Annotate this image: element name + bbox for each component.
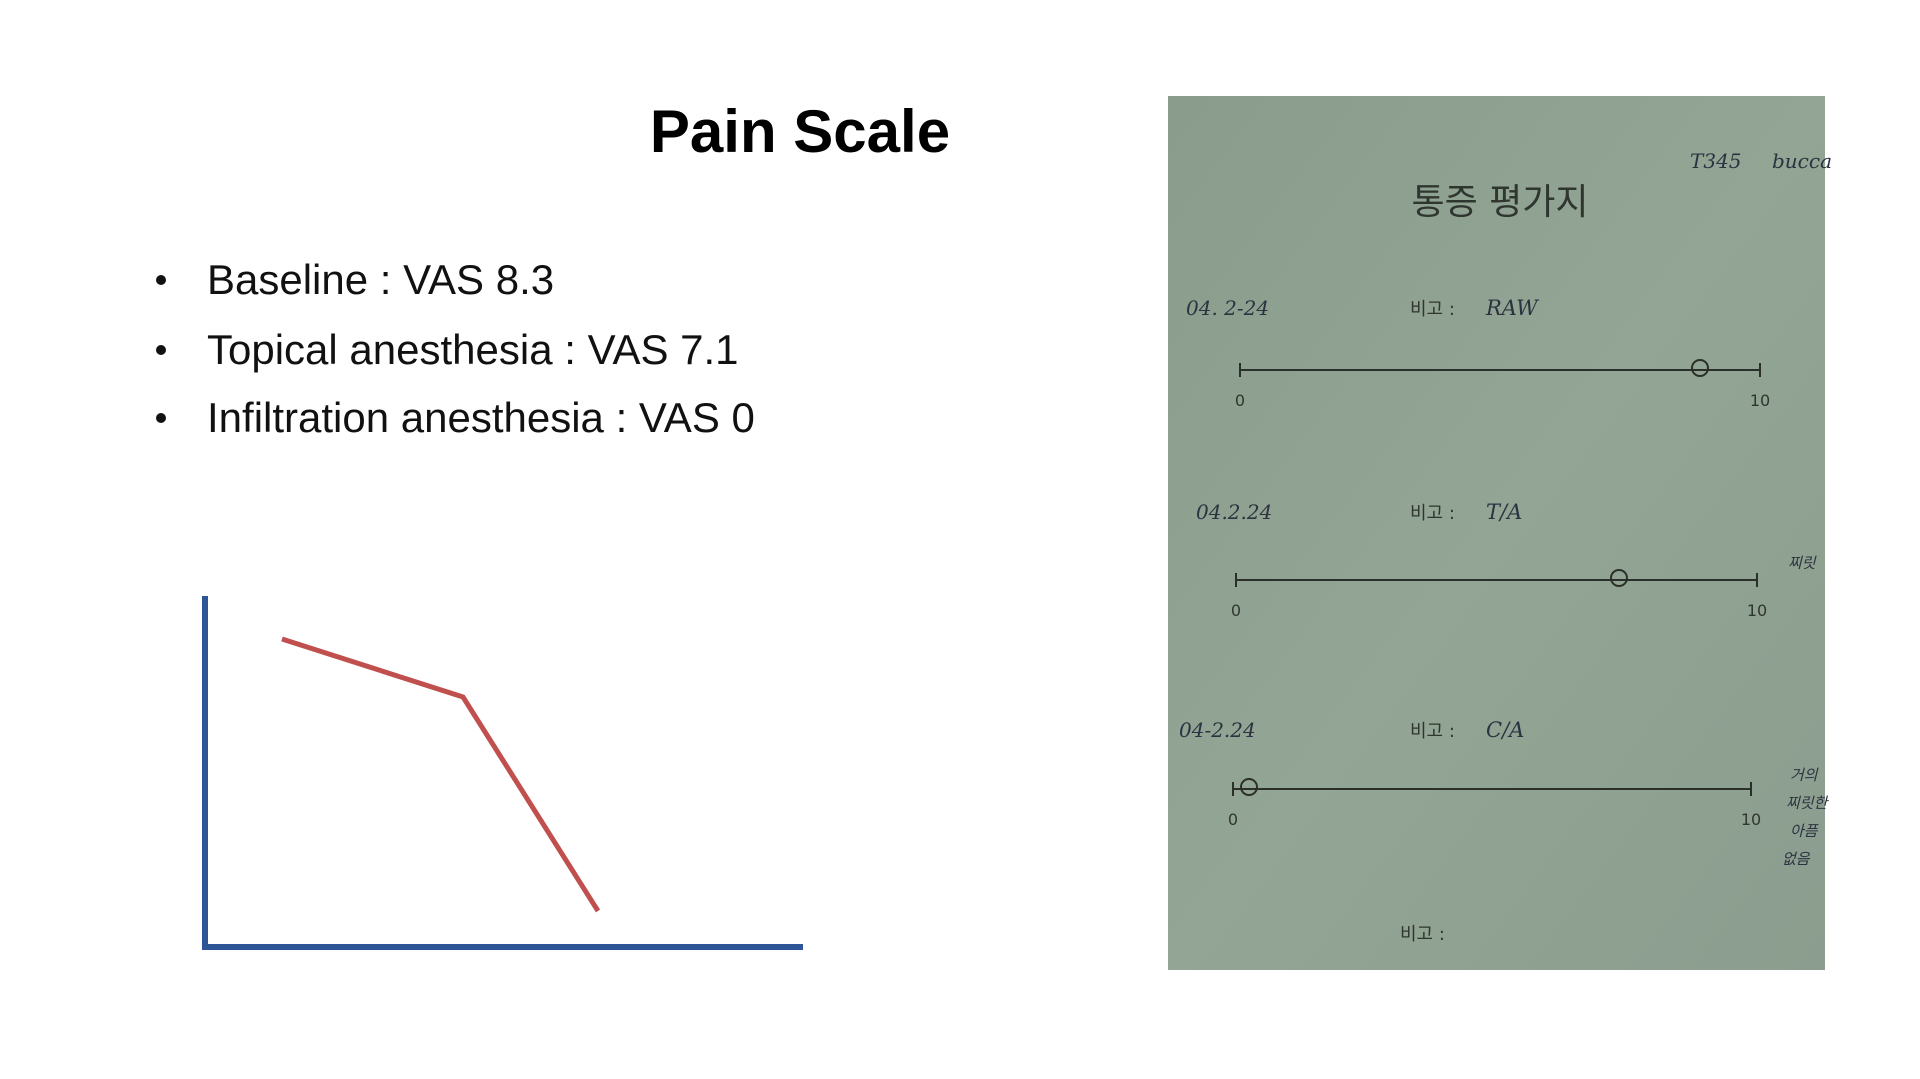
entry-note: RAW [1485, 296, 1540, 320]
trend-line [281, 636, 601, 913]
bullet-dot [156, 275, 166, 285]
scale-min: 0 [1235, 391, 1245, 410]
scale-min: 0 [1228, 810, 1238, 829]
entry-note-label: 비고 : [1410, 503, 1455, 524]
photo-background [1168, 96, 1825, 970]
side-note: 아픔 [1790, 822, 1819, 840]
scale-max: 10 [1750, 391, 1770, 410]
entry-note: T/A [1486, 500, 1522, 524]
bullet-dot [156, 413, 166, 423]
bullet-text: Topical anesthesia : VAS 7.1 [207, 326, 739, 373]
entry-date: 04-2.24 [1179, 718, 1256, 742]
entry-note: C/A [1486, 718, 1524, 742]
entry-date: 04.2.24 [1196, 500, 1272, 524]
side-note: 찌릿한 [1786, 794, 1830, 812]
slide-title: Pain Scale [650, 98, 950, 165]
illustration-chart [202, 596, 803, 950]
scale-min: 0 [1231, 601, 1241, 620]
scale-max: 10 [1747, 601, 1767, 620]
scale-max: 10 [1741, 810, 1761, 829]
form-photo: 통증 평가지 T345 bucca 04. 2-24 비고 : RAW 0 10 04.2… [1168, 96, 1832, 970]
side-note: 없음 [1782, 850, 1811, 868]
entry-note-label: 비고 : [1410, 299, 1455, 320]
pain-mark [1610, 569, 1628, 587]
bullet-text: Infiltration anesthesia : VAS 0 [207, 394, 755, 441]
pain-mark [1240, 778, 1258, 796]
entry-date: 04. 2-24 [1186, 296, 1269, 320]
form-site: bucca [1772, 149, 1832, 173]
bullet-list: Baseline : VAS 8.3 Topical anesthesia : V… [156, 256, 755, 441]
bullet-text: Baseline : VAS 8.3 [207, 256, 554, 303]
side-note: 찌릿 [1788, 554, 1817, 572]
footer-label: 비고 : [1400, 924, 1445, 945]
form-code: T345 [1690, 149, 1742, 173]
form-entries: 04. 2-24 비고 : RAW 0 10 04.2.24 비고 : T/A 0 10 04-2.… [1179, 296, 1770, 829]
pain-mark [1691, 359, 1709, 377]
side-note: 거의 [1790, 766, 1819, 784]
form-title: 통증 평가지 [1411, 182, 1588, 223]
bullet-dot [156, 345, 166, 355]
entry-note-label: 비고 : [1410, 721, 1455, 742]
